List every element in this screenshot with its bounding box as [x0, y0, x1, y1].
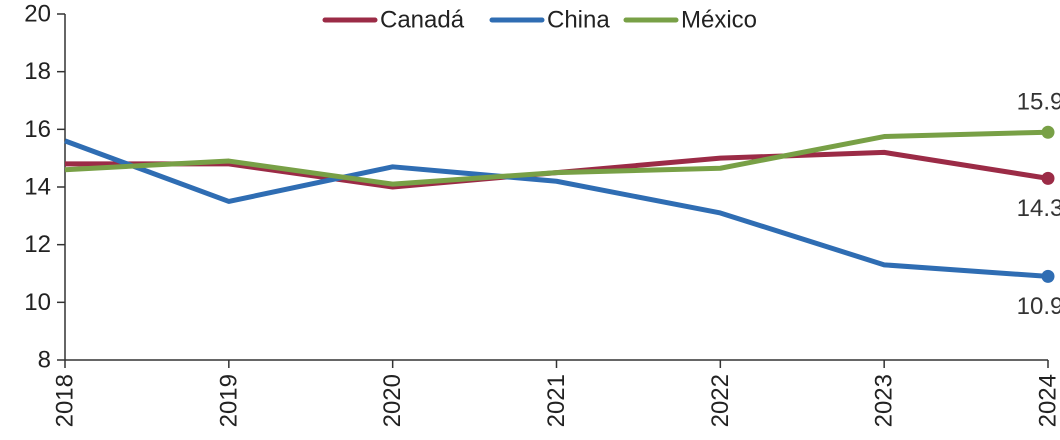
- series-line-1: [64, 138, 1049, 279]
- y-tick-label: 8: [38, 347, 51, 374]
- x-tick-label: 2020: [379, 374, 406, 427]
- x-tick-label: 2022: [707, 374, 734, 427]
- x-tick-label: 2023: [871, 374, 898, 427]
- x-tick-label: 2024: [1035, 374, 1060, 427]
- series-lines: [64, 129, 1049, 279]
- y-tick-label: 18: [24, 58, 51, 85]
- y-tick-label: 20: [24, 1, 51, 28]
- series-line-2: [64, 129, 1049, 187]
- legend-label-1: China: [547, 7, 610, 34]
- y-tick-label: 12: [24, 231, 51, 258]
- y-axis-ticks: 8 10 12 14 16 18 20: [24, 1, 65, 374]
- series-end-marker-2: [1041, 125, 1055, 139]
- y-tick-label: 16: [24, 116, 51, 143]
- series-end-markers: [1041, 125, 1055, 283]
- series-end-marker-1: [1041, 269, 1055, 283]
- series-end-marker-0: [1041, 171, 1055, 185]
- x-tick-label: 2021: [543, 374, 570, 427]
- legend: Canadá China México: [322, 7, 757, 34]
- legend-label-2: México: [681, 7, 757, 34]
- x-tick-label: 2019: [215, 374, 242, 427]
- axes: [64, 14, 1048, 361]
- legend-label-0: Canadá: [380, 7, 465, 34]
- series-end-label-1: 10.9: [1017, 293, 1060, 320]
- x-tick-label: 2018: [52, 374, 79, 427]
- series-end-label-0: 14.3: [1017, 195, 1060, 222]
- series-end-labels: 14.3 10.9 15.9: [1017, 89, 1060, 320]
- x-axis-ticks: 2018 2019 2020 2021 2022 2023 2024: [52, 360, 1060, 427]
- series-end-label-2: 15.9: [1017, 89, 1060, 116]
- y-tick-label: 14: [24, 174, 51, 201]
- y-tick-label: 10: [24, 289, 51, 316]
